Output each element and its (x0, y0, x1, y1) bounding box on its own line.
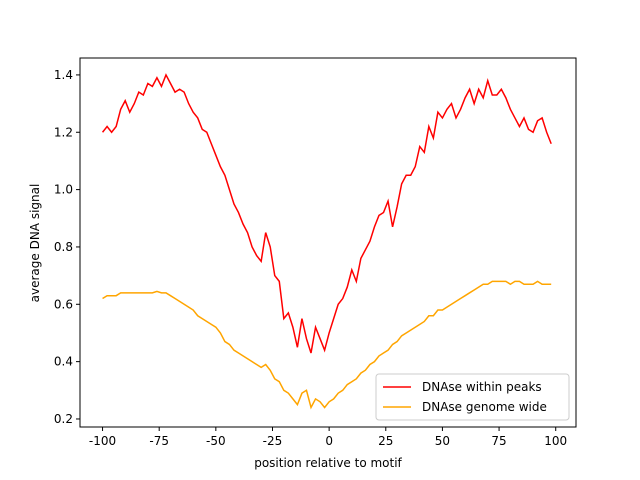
y-tick-label: 1.4 (54, 68, 73, 82)
x-tick-label: -100 (89, 434, 116, 448)
y-tick-label: 1.2 (54, 125, 73, 139)
legend-label: DNAse genome wide (422, 400, 547, 414)
line-series (102, 280, 552, 410)
legend-box (375, 373, 570, 421)
x-tick-label: 25 (378, 434, 393, 448)
x-tick-label: 0 (325, 434, 333, 448)
y-tick-label: 0.4 (54, 355, 73, 369)
x-tick-label: 100 (544, 434, 567, 448)
y-axis-label: average DNA signal (28, 184, 42, 303)
y-tick-label: 1.0 (54, 183, 73, 197)
y-tick-label: 0.6 (54, 297, 73, 311)
y-tick-label: 0.2 (54, 412, 73, 426)
x-tick-label: 50 (435, 434, 450, 448)
x-tick-label: -75 (149, 434, 169, 448)
x-tick-label: 75 (491, 434, 506, 448)
y-tick-label: 0.8 (54, 240, 73, 254)
plot-frame (79, 57, 577, 428)
x-tick-label: -25 (263, 434, 283, 448)
x-tick-label: -50 (206, 434, 226, 448)
x-axis-label: position relative to motif (254, 456, 402, 470)
line-series (101, 73, 552, 354)
legend-label: DNAse within peaks (422, 380, 542, 394)
